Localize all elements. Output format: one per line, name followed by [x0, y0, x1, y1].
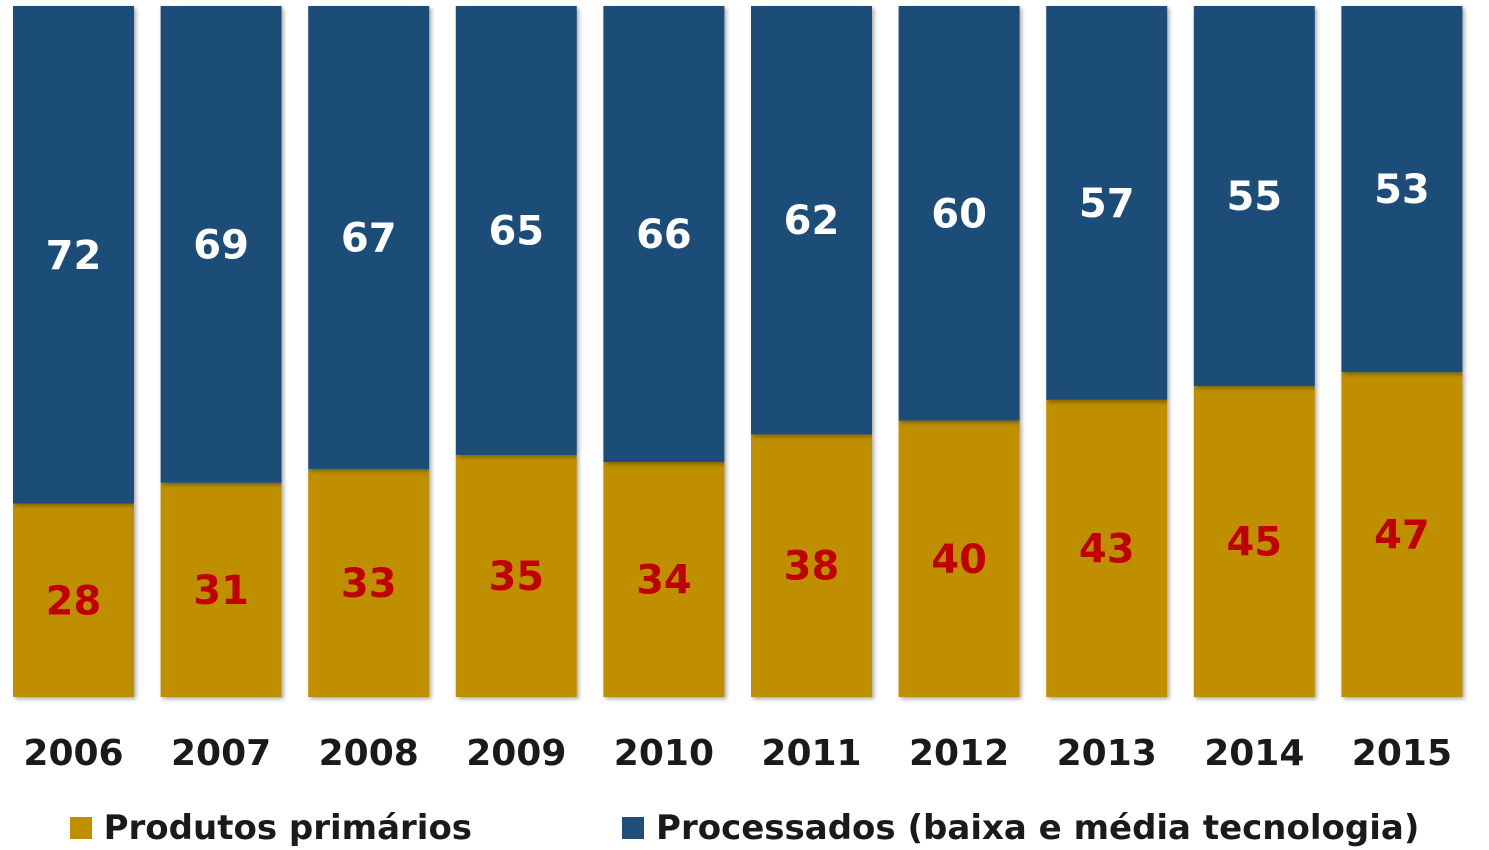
bar-segment-processados-2006	[13, 6, 134, 504]
bar-segment-processados-2008	[308, 6, 430, 469]
bar-segment-primarios-2013	[1046, 399, 1168, 697]
data-label-primarios-2015: 47	[1374, 513, 1430, 559]
x-tick-label-2014: 2014	[1204, 733, 1304, 774]
bar-segment-primarios-2009	[455, 455, 577, 697]
x-tick-label-2009: 2009	[466, 733, 566, 774]
bar-segment-processados-2011	[751, 6, 872, 435]
data-label-primarios-2006: 28	[46, 578, 102, 624]
x-tick-label-2012: 2012	[909, 733, 1009, 774]
bars-layer	[13, 6, 1463, 697]
bar-segment-processados-2010	[603, 6, 725, 463]
legend-item-primarios: Produtos primários	[69, 808, 473, 848]
x-tick-label-2007: 2007	[171, 733, 271, 774]
bar-segment-processados-2012	[898, 6, 1020, 421]
bar-segment-primarios-2010	[603, 462, 725, 697]
x-tick-label-2006: 2006	[23, 733, 123, 774]
x-axis-tick-labels: 2006 2007 2008 2009 2010 2011 2012 2013 2014 2015	[23, 733, 1452, 774]
bar-segment-primarios-2011	[751, 434, 872, 697]
bar-segment-primarios-2015	[1341, 372, 1463, 697]
bar-segment-processados-2007	[160, 6, 282, 483]
data-label-processados-2006: 72	[46, 233, 102, 279]
data-label-processados-2014: 55	[1226, 174, 1282, 220]
data-label-processados-2007: 69	[193, 222, 249, 268]
bar-segment-primarios-2006	[13, 503, 134, 697]
data-label-processados-2011: 62	[784, 198, 840, 244]
x-tick-label-2011: 2011	[761, 733, 861, 774]
x-tick-label-2010: 2010	[614, 733, 714, 774]
data-label-primarios-2014: 45	[1226, 520, 1282, 566]
legend-swatch-processados	[622, 817, 645, 839]
bar-segment-processados-2015	[1341, 6, 1463, 373]
bar-segment-primarios-2012	[898, 420, 1020, 697]
data-label-processados-2012: 60	[931, 191, 987, 237]
legend-swatch-primarios	[69, 817, 92, 839]
data-label-processados-2015: 53	[1374, 167, 1430, 213]
data-label-processados-2010: 66	[636, 212, 692, 258]
x-tick-label-2013: 2013	[1057, 733, 1157, 774]
data-label-primarios-2009: 35	[488, 554, 544, 600]
legend: Produtos primários Processados (baixa e …	[0, 806, 1489, 850]
data-labels-layer: 28 72 31 69 33 67 35 65 34 66 38 62 40 60 43 57 45 55 47 53	[46, 167, 1430, 624]
data-label-primarios-2012: 40	[931, 537, 987, 583]
bar-segment-primarios-2008	[308, 468, 430, 697]
x-tick-label-2008: 2008	[319, 733, 419, 774]
data-label-primarios-2011: 38	[784, 544, 840, 590]
data-label-primarios-2010: 34	[636, 558, 692, 604]
bar-segment-processados-2009	[455, 6, 577, 456]
legend-label-primarios: Produtos primários	[103, 808, 473, 848]
bar-segment-processados-2014	[1193, 6, 1315, 387]
data-label-processados-2009: 65	[488, 209, 544, 255]
data-label-primarios-2008: 33	[341, 561, 397, 607]
bar-segment-primarios-2007	[160, 482, 282, 697]
data-label-primarios-2007: 31	[193, 568, 249, 614]
data-label-processados-2013: 57	[1079, 181, 1135, 227]
x-tick-label-2015: 2015	[1352, 733, 1452, 774]
bar-segment-primarios-2014	[1193, 386, 1315, 697]
legend-label-processados: Processados (baixa e média tecnologia)	[656, 808, 1420, 848]
legend-item-processados: Processados (baixa e média tecnologia)	[622, 808, 1419, 848]
bar-segment-processados-2013	[1046, 6, 1168, 400]
data-label-primarios-2013: 43	[1079, 526, 1135, 572]
data-label-processados-2008: 67	[341, 215, 397, 261]
